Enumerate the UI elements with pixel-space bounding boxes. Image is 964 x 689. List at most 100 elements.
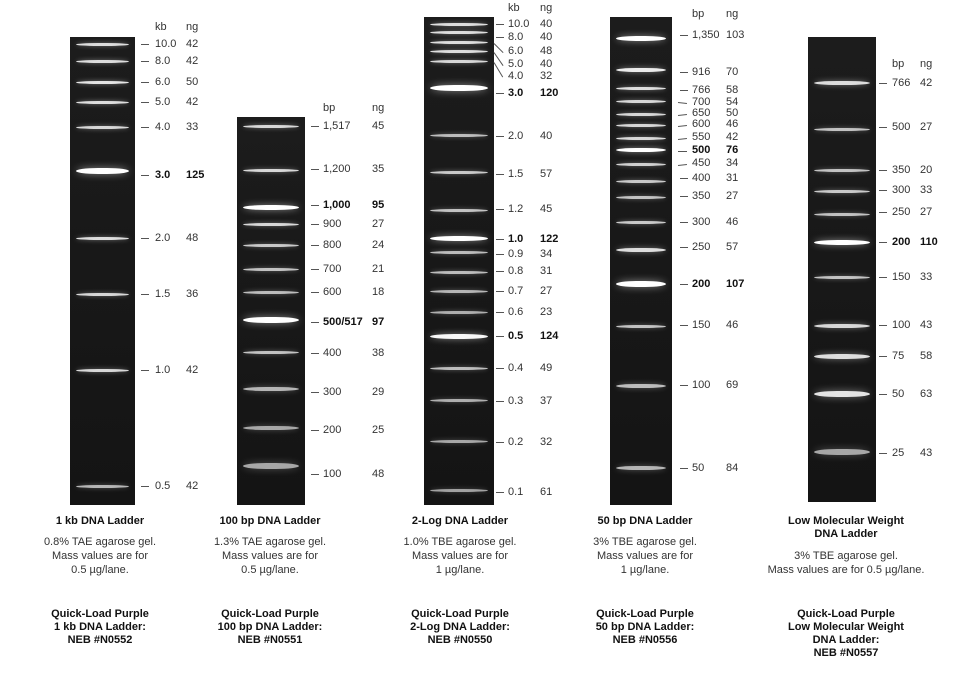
band-size-label: 700 (692, 96, 711, 108)
band (616, 179, 666, 183)
band-mass-label: 95 (372, 199, 385, 211)
dash-tick (680, 35, 688, 36)
band-size-label: 10.0 (155, 38, 177, 50)
band (430, 250, 488, 254)
band-mass-label: 54 (726, 96, 739, 108)
column-header: ng (726, 8, 739, 20)
dash-tick (311, 205, 319, 206)
dash-tick (496, 442, 504, 443)
column-header: ng (372, 102, 385, 114)
column-header: ng (920, 58, 933, 70)
band (243, 350, 299, 354)
band-mass-label: 33 (920, 184, 933, 196)
gel-lane-1kb (70, 37, 135, 505)
band (430, 49, 488, 53)
band (430, 208, 488, 212)
band-size-label: 300 (323, 386, 342, 398)
band-size-label: 6.0 (155, 76, 171, 88)
description-line: 0.8% TAE agarose gel. (43, 536, 157, 548)
slash-tick (677, 138, 688, 140)
band-mass-label: 27 (726, 190, 739, 202)
quickload-line: DNA Ladder: (812, 634, 880, 646)
band-mass-label: 42 (726, 131, 739, 143)
band-size-label: 0.1 (508, 486, 524, 498)
band (243, 124, 299, 128)
band (430, 289, 488, 293)
quickload-line: Quick-Load Purple (797, 608, 895, 620)
dash-tick (311, 269, 319, 270)
band (616, 384, 666, 388)
band-mass-label: 29 (372, 386, 385, 398)
quickload-line: NEB #N0551 (237, 634, 303, 646)
band-size-label: 500 (692, 144, 711, 156)
band-mass-label: 107 (726, 278, 745, 290)
band-mass-label: 38 (372, 347, 385, 359)
band-size-label: 150 (692, 319, 711, 331)
band (76, 236, 129, 240)
band-size-label: 4.0 (508, 70, 524, 82)
dash-tick (680, 222, 688, 223)
band-size-label: 50 (692, 462, 705, 474)
band (814, 212, 870, 216)
band-size-label: 3.0 (155, 169, 171, 181)
dash-tick (311, 169, 319, 170)
band-size-label: 75 (892, 350, 905, 362)
column-header: kb (155, 21, 167, 33)
band-size-label: 2.0 (155, 232, 171, 244)
band-mass-label: 45 (372, 120, 385, 132)
band (814, 275, 870, 279)
band (243, 204, 299, 210)
quickload-line: Low Molecular Weight (788, 621, 904, 633)
band-mass-label: 122 (540, 233, 559, 245)
band-mass-label: 124 (540, 330, 559, 342)
band-mass-label: 42 (186, 480, 199, 492)
band (616, 35, 666, 41)
band-mass-label: 21 (372, 263, 385, 275)
band (616, 248, 666, 252)
band-size-label: 1,000 (323, 199, 351, 211)
band-size-label: 0.5 (155, 480, 171, 492)
description-line: Mass values are for (222, 550, 318, 562)
band-size-label: 900 (323, 218, 342, 230)
band-mass-label: 42 (186, 38, 199, 50)
band-size-label: 6.0 (508, 45, 524, 57)
quickload-line: 1 kb DNA Ladder: (54, 621, 146, 633)
gel-description: 1.0% TBE agarose gel. Mass values are for… (370, 535, 550, 577)
band-mass-label: 31 (540, 265, 553, 277)
description-line: Mass values are for 0.5 µg/lane. (767, 564, 925, 576)
band (243, 222, 299, 226)
dash-tick (879, 242, 887, 243)
band (814, 189, 870, 193)
gel-description: 0.8% TAE agarose gel. Mass values are for… (10, 535, 190, 577)
column-header: ng (540, 2, 553, 14)
band-size-label: 5.0 (508, 58, 524, 70)
band (243, 168, 299, 172)
band (430, 439, 488, 443)
dash-tick (879, 453, 887, 454)
band-size-label: 0.9 (508, 248, 524, 260)
band (243, 317, 299, 323)
band (76, 292, 129, 296)
dash-tick (311, 353, 319, 354)
band-mass-label: 34 (726, 157, 739, 169)
dash-tick (311, 430, 319, 431)
band (430, 170, 488, 174)
quickload-line: NEB #N0552 (67, 634, 133, 646)
dash-tick (496, 136, 504, 137)
band-mass-label: 33 (920, 271, 933, 283)
band-mass-label: 57 (726, 241, 739, 253)
column-header: kb (508, 2, 520, 14)
band (76, 484, 129, 488)
description-line: 1 µg/lane. (620, 564, 670, 576)
band-mass-label: 48 (186, 232, 199, 244)
dash-tick (680, 284, 688, 285)
band-size-label: 1,200 (323, 163, 351, 175)
band-size-label: 4.0 (155, 121, 171, 133)
band (430, 235, 488, 241)
dash-tick (879, 325, 887, 326)
band-size-label: 350 (892, 164, 911, 176)
band-size-label: 500/517 (323, 316, 363, 328)
description-line: Mass values are for (52, 550, 148, 562)
quickload-line: Quick-Load Purple (221, 608, 319, 620)
band-size-label: 1.5 (155, 288, 171, 300)
